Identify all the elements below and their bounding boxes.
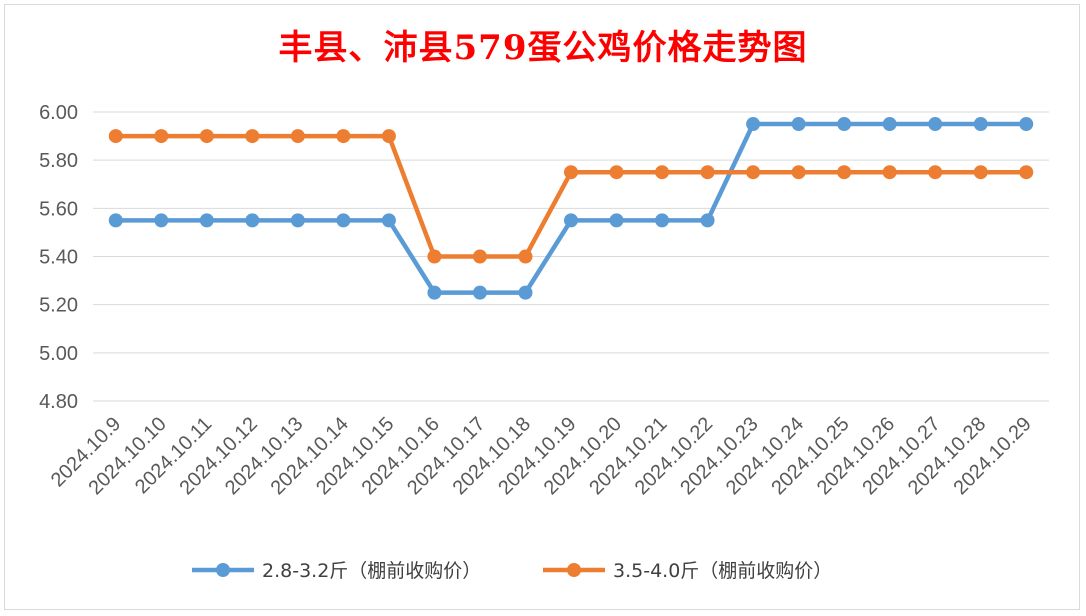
legend-swatch-marker xyxy=(567,563,581,577)
legend-swatch-marker xyxy=(216,563,230,577)
series-line xyxy=(115,133,1027,259)
data-point xyxy=(564,213,578,228)
data-point xyxy=(290,213,305,228)
data-point xyxy=(973,165,988,180)
data-point xyxy=(108,129,123,144)
data-point xyxy=(609,213,624,228)
data-point xyxy=(837,117,852,132)
data-point xyxy=(336,129,351,144)
data-point xyxy=(518,285,533,300)
data-point xyxy=(928,117,943,132)
data-point xyxy=(700,165,715,180)
data-point xyxy=(973,117,988,132)
data-point xyxy=(199,129,214,144)
data-point xyxy=(700,213,715,228)
y-tick-label: 4.80 xyxy=(39,391,78,413)
data-point xyxy=(336,213,351,228)
y-tick-label: 5.80 xyxy=(39,150,78,172)
legend-item-1: 2.8-3.2斤（棚前收购价） xyxy=(192,560,481,582)
data-point xyxy=(245,129,260,144)
data-point xyxy=(746,117,761,132)
series-1 xyxy=(108,117,1034,300)
series-2 xyxy=(108,129,1034,264)
data-point xyxy=(290,129,305,144)
data-point xyxy=(381,213,396,228)
y-tick-label: 5.00 xyxy=(39,343,78,365)
legend-label: 3.5-4.0斤（棚前收购价） xyxy=(613,560,832,582)
legend: 2.8-3.2斤（棚前收购价） 3.5-4.0斤（棚前收购价） xyxy=(192,560,832,582)
data-point xyxy=(518,249,533,264)
data-point xyxy=(791,117,806,132)
data-point xyxy=(154,129,169,144)
data-point xyxy=(837,165,852,180)
data-point xyxy=(199,213,214,228)
data-point xyxy=(882,165,897,180)
data-point xyxy=(791,165,806,180)
y-tick-label: 5.20 xyxy=(39,295,78,317)
data-point xyxy=(381,129,396,144)
data-point xyxy=(472,249,487,264)
grid-lines xyxy=(93,111,1049,402)
data-point xyxy=(108,213,123,228)
data-point xyxy=(427,249,442,264)
data-point xyxy=(1019,165,1034,180)
y-tick-label: 5.40 xyxy=(39,247,78,269)
chart-title: 丰县、沛县579蛋公鸡价格走势图 xyxy=(278,28,808,68)
x-axis-ticks: 2024.10.92024.10.102024.10.112024.10.122… xyxy=(47,413,1036,499)
data-point xyxy=(427,285,442,300)
data-point xyxy=(472,285,487,300)
chart-frame xyxy=(4,4,1080,610)
y-tick-label: 6.00 xyxy=(39,102,78,124)
y-tick-label: 5.60 xyxy=(39,198,78,220)
data-point xyxy=(882,117,897,132)
data-point xyxy=(928,165,943,180)
y-axis-ticks: 6.00 5.80 5.60 5.40 5.20 5.00 4.80 xyxy=(39,102,78,413)
data-point xyxy=(655,213,670,228)
legend-label: 2.8-3.2斤（棚前收购价） xyxy=(262,560,481,582)
data-point xyxy=(1019,117,1034,132)
legend-item-2: 3.5-4.0斤（棚前收购价） xyxy=(543,560,832,582)
data-point xyxy=(564,165,578,180)
data-point xyxy=(245,213,260,228)
data-point xyxy=(655,165,670,180)
data-point xyxy=(746,165,761,180)
series-layer xyxy=(108,117,1034,300)
data-point xyxy=(154,213,169,228)
data-point xyxy=(609,165,624,180)
